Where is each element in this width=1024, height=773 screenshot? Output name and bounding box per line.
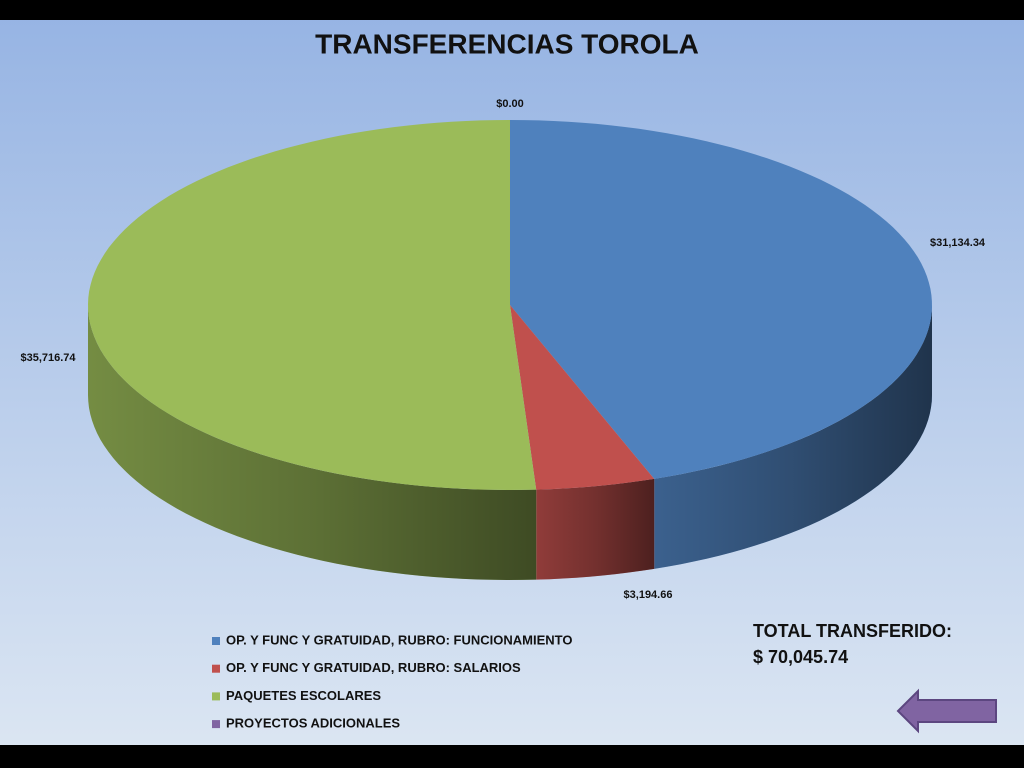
value-label: $35,716.74 xyxy=(20,352,76,364)
value-label: $3,194.66 xyxy=(624,589,673,601)
slice xyxy=(88,120,537,490)
legend-swatch xyxy=(212,692,220,701)
legend: OP. Y FUNC Y GRATUIDAD, RUBRO: FUNCIONAM… xyxy=(212,632,572,731)
bottom-bar xyxy=(0,745,1024,768)
back-arrow[interactable] xyxy=(896,688,997,734)
slice-side-shade xyxy=(654,305,932,569)
slice-side-shade xyxy=(536,478,655,580)
pie: $31,134.34 $3,194.66 $35,716.74 $0.00 xyxy=(20,98,985,601)
slice xyxy=(510,120,932,479)
value-label: $31,134.34 xyxy=(930,237,986,249)
top-bar xyxy=(0,0,1024,20)
legend-label: PROYECTOS ADICIONALES xyxy=(226,716,400,731)
legend-swatch xyxy=(212,720,220,729)
total-label: TOTAL TRANSFERIDO: xyxy=(753,621,952,641)
legend-label: OP. Y FUNC Y GRATUIDAD, RUBRO: FUNCIONAM… xyxy=(226,632,572,647)
slice xyxy=(510,305,655,490)
legend-label: PAQUETES ESCOLARES xyxy=(226,688,381,703)
total-value: $ 70,045.74 xyxy=(753,647,848,667)
value-label: $0.00 xyxy=(496,98,524,110)
legend-swatch xyxy=(212,664,220,673)
chart-title: TRANSFERENCIAS TOROLA xyxy=(315,28,699,59)
legend-label: OP. Y FUNC Y GRATUIDAD, RUBRO: SALARIOS xyxy=(226,660,521,675)
legend-swatch xyxy=(212,637,220,645)
slice-side-shade xyxy=(88,305,537,580)
